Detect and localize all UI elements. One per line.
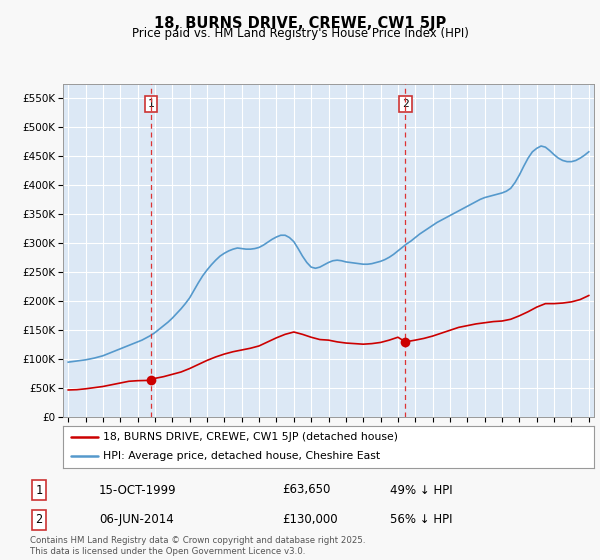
Text: 18, BURNS DRIVE, CREWE, CW1 5JP (detached house): 18, BURNS DRIVE, CREWE, CW1 5JP (detache… [103, 432, 398, 442]
Text: 56% ↓ HPI: 56% ↓ HPI [390, 513, 452, 526]
Text: 18, BURNS DRIVE, CREWE, CW1 5JP: 18, BURNS DRIVE, CREWE, CW1 5JP [154, 16, 446, 31]
Text: 1: 1 [148, 99, 155, 109]
Text: 2: 2 [402, 99, 409, 109]
Text: 49% ↓ HPI: 49% ↓ HPI [390, 483, 452, 497]
Text: 15-OCT-1999: 15-OCT-1999 [99, 483, 176, 497]
Text: £130,000: £130,000 [282, 513, 338, 526]
Text: 06-JUN-2014: 06-JUN-2014 [99, 513, 174, 526]
Text: 1: 1 [35, 483, 43, 497]
Text: £63,650: £63,650 [282, 483, 331, 497]
Text: 2: 2 [35, 513, 43, 526]
Text: Price paid vs. HM Land Registry's House Price Index (HPI): Price paid vs. HM Land Registry's House … [131, 27, 469, 40]
Text: Contains HM Land Registry data © Crown copyright and database right 2025.
This d: Contains HM Land Registry data © Crown c… [30, 536, 365, 556]
Text: HPI: Average price, detached house, Cheshire East: HPI: Average price, detached house, Ches… [103, 451, 380, 461]
